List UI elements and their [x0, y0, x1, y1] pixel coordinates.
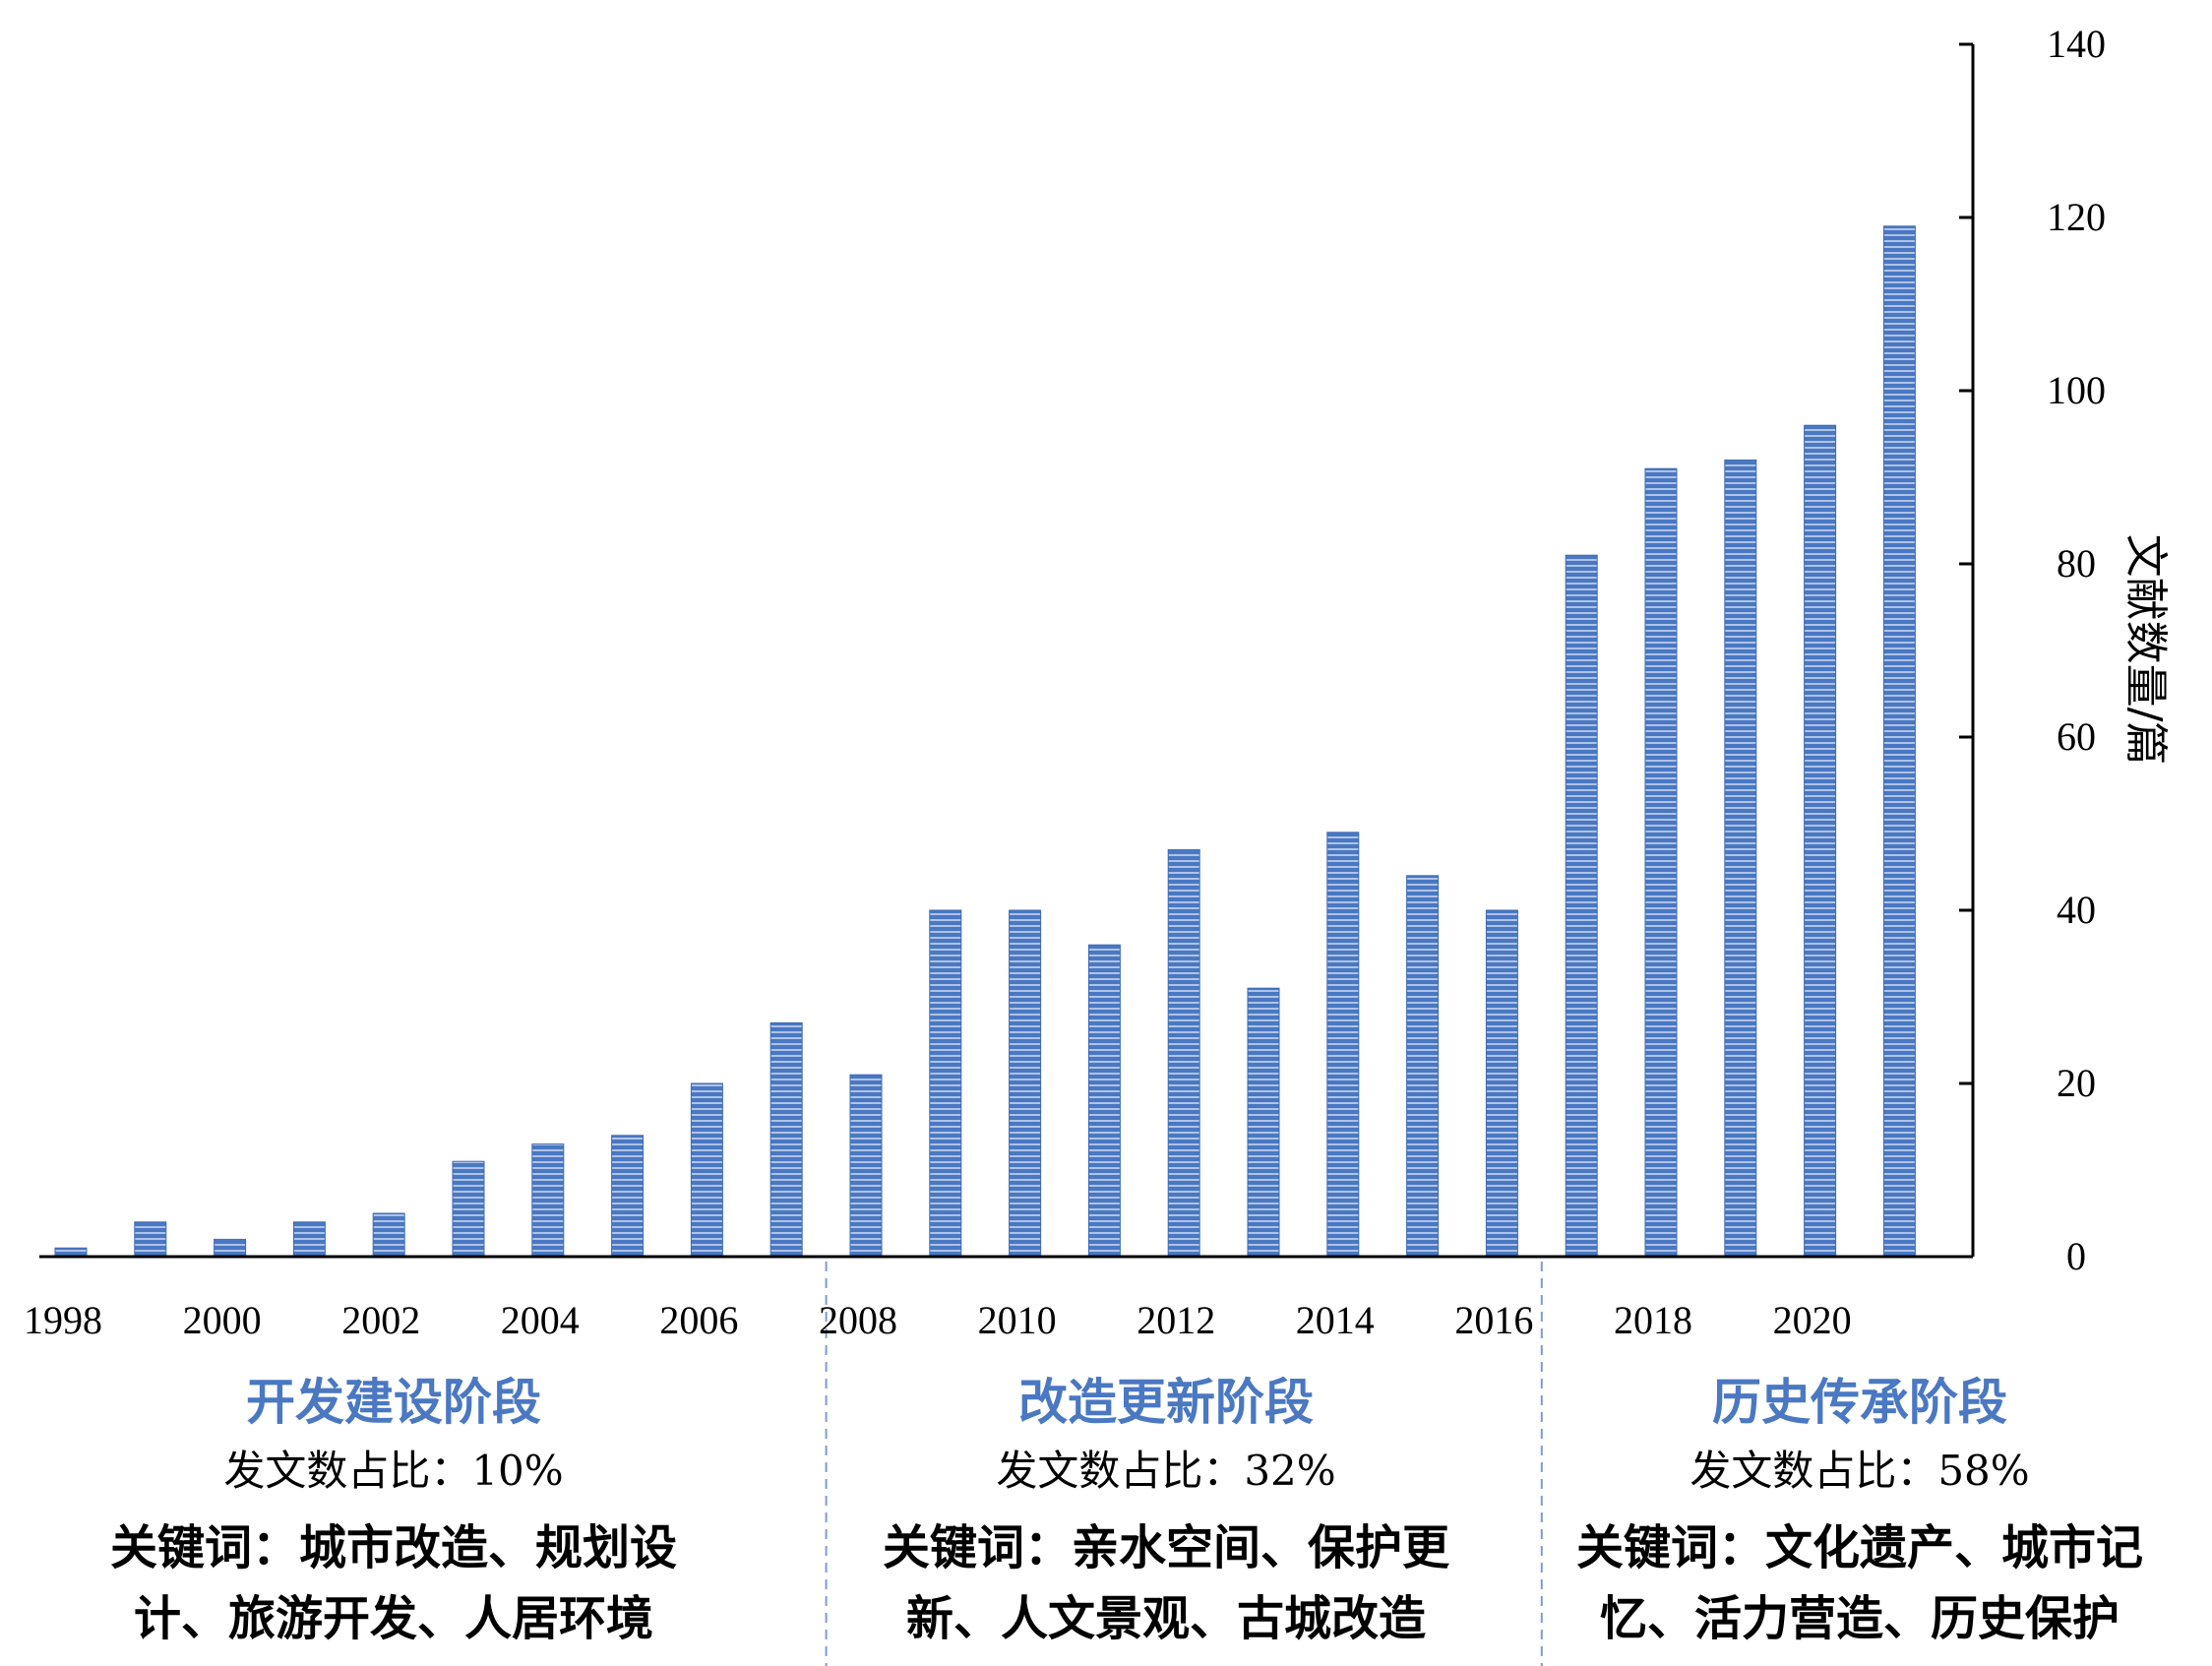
y-tick-label: 40 [2057, 888, 2096, 932]
x-tick-label: 2010 [978, 1298, 1057, 1342]
phase-panel-3: 历史传承阶段 发文数占比：58% 关键词：文化遗产、城市记 忆、活力营造、历史保… [1515, 1373, 2204, 1654]
phase-share: 发文数占比：10% [223, 1447, 564, 1495]
phase-panel-2: 改造更新阶段 发文数占比：32% 关键词：亲水空间、保护更 新、人文景观、古城改… [792, 1373, 1540, 1654]
y-tick-labels: 0 20 40 60 80 100 120 140 [2047, 22, 2106, 1278]
bar-2016 [1485, 909, 1518, 1258]
axes-group [39, 42, 1975, 1259]
bar-2019 [1724, 459, 1757, 1258]
y-tick-label: 100 [2047, 368, 2106, 412]
phase-title: 开发建设阶段 [246, 1374, 541, 1431]
phase-share: 发文数占比：58% [1690, 1447, 2030, 1495]
x-tick-label: 2008 [819, 1298, 897, 1342]
bar-1999 [134, 1221, 167, 1258]
x-tick-label: 2002 [341, 1298, 420, 1342]
bar-2014 [1326, 832, 1360, 1258]
phase-keywords-line: 关键词：城市改造、规划设 [109, 1520, 677, 1575]
bar-2004 [531, 1143, 565, 1258]
phase-keywords: 关键词：文化遗产、城市记 忆、活力营造、历史保护 [1515, 1512, 2204, 1654]
bar-2002 [372, 1212, 405, 1258]
bar-2003 [452, 1160, 485, 1258]
phase-keywords-line: 新、人文景观、古城改造 [905, 1591, 1426, 1646]
y-tick-label: 120 [2047, 195, 2106, 239]
y-tick-label: 60 [2057, 714, 2096, 759]
bar-2009 [929, 909, 962, 1258]
y-tick-label: 20 [2057, 1061, 2096, 1105]
x-tick-label: 2020 [1773, 1298, 1852, 1342]
phase-keywords-line: 关键词：文化遗产、城市记 [1575, 1520, 2143, 1575]
bar-2011 [1087, 944, 1121, 1258]
phase-keywords: 关键词：亲水空间、保护更 新、人文景观、古城改造 [792, 1512, 1540, 1654]
x-tick-label: 2014 [1296, 1298, 1375, 1342]
bars-group [54, 225, 1916, 1258]
phase-title: 历史传承阶段 [1712, 1374, 2007, 1431]
y-tick-label: 80 [2057, 541, 2096, 586]
bar-2008 [849, 1074, 883, 1258]
bar-2018 [1644, 467, 1678, 1258]
y-tick-label: 0 [2066, 1234, 2086, 1278]
bar-2020 [1804, 424, 1837, 1258]
phase-dividers [825, 1262, 1543, 1666]
phase-title: 改造更新阶段 [1018, 1374, 1314, 1431]
bar-2005 [611, 1135, 645, 1258]
phase-share: 发文数占比：32% [996, 1447, 1336, 1495]
x-tick-labels: 1998 2000 2002 2004 2006 2008 2010 2012 2014 2016… [24, 1298, 1852, 1342]
bar-2001 [292, 1221, 326, 1258]
x-tick-label: 1998 [24, 1298, 102, 1342]
bar-2007 [769, 1021, 803, 1258]
phase-keywords-line: 计、旅游开发、人居环境 [133, 1591, 653, 1646]
x-tick-label: 2004 [501, 1298, 580, 1342]
bar-2012 [1167, 848, 1200, 1258]
x-tick-label: 2018 [1614, 1298, 1692, 1342]
x-tick-label: 2016 [1454, 1298, 1533, 1342]
y-axis-label: 文献数量/篇 [2120, 534, 2171, 766]
x-tick-label: 2012 [1137, 1298, 1215, 1342]
bar-2010 [1009, 909, 1042, 1258]
x-tick-label: 2006 [659, 1298, 738, 1342]
x-tick-label: 2000 [183, 1298, 262, 1342]
bar-2021 [1882, 225, 1916, 1258]
phase-panel-1: 开发建设阶段 发文数占比：10% 关键词：城市改造、规划设 计、旅游开发、人居环… [15, 1373, 772, 1654]
phase-keywords-line: 关键词：亲水空间、保护更 [882, 1520, 1449, 1575]
y-tick-label: 140 [2047, 22, 2106, 66]
phase-keywords-line: 忆、活力营造、历史保护 [1599, 1591, 2120, 1646]
bar-2000 [214, 1238, 247, 1258]
bar-2015 [1406, 875, 1440, 1258]
bar-2017 [1565, 554, 1598, 1258]
bar-2006 [690, 1082, 723, 1258]
bar-2013 [1247, 987, 1280, 1258]
phase-keywords: 关键词：城市改造、规划设 计、旅游开发、人居环境 [15, 1512, 772, 1654]
